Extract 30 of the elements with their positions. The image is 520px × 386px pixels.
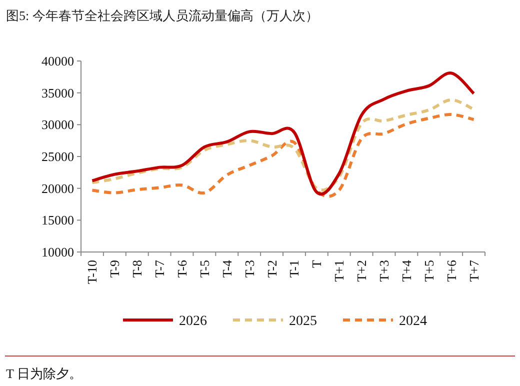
- x-tick-label: T-8: [130, 260, 145, 278]
- x-tick-label: T: [309, 260, 324, 268]
- x-tick-label: T+6: [444, 260, 459, 282]
- x-tick-label: T-6: [174, 260, 190, 278]
- x-tick-label: T-9: [107, 260, 122, 278]
- text: T 日为除夕。: [6, 366, 82, 381]
- x-tick-label: T-2: [264, 260, 280, 278]
- y-tick-label: 10000: [42, 244, 74, 260]
- x-tick-label: T+5: [421, 260, 436, 282]
- x-tick-label: T-7: [152, 260, 168, 278]
- legend-label: 2025: [289, 314, 317, 329]
- x-tick-label: T+3: [376, 260, 392, 282]
- legend-label: 2026: [179, 314, 207, 329]
- x-tick-label: T-4: [219, 260, 234, 278]
- y-tick-label: 35000: [42, 85, 74, 100]
- x-tick-label: T+1: [332, 260, 347, 282]
- y-tick-label: 25000: [42, 149, 74, 164]
- x-tick-label: T+7: [466, 260, 482, 282]
- y-tick-label: 15000: [42, 212, 74, 228]
- x-tick-label: T+2: [354, 260, 370, 282]
- x-tick-label: T-5: [196, 260, 212, 278]
- x-tick-label: T-1: [286, 260, 302, 278]
- y-tick-label: 20000: [42, 180, 74, 196]
- x-tick-label: T-3: [242, 260, 257, 278]
- x-tick-label: T+4: [398, 260, 414, 282]
- y-tick-label: 40000: [42, 54, 74, 68]
- chart-title: 图5: 今年春节全社会跨区域人员流动量偏高（万人次）: [6, 8, 318, 23]
- y-tick-label: 30000: [42, 117, 74, 132]
- x-tick-label: T-10: [84, 260, 100, 284]
- legend-label: 2024: [399, 314, 427, 329]
